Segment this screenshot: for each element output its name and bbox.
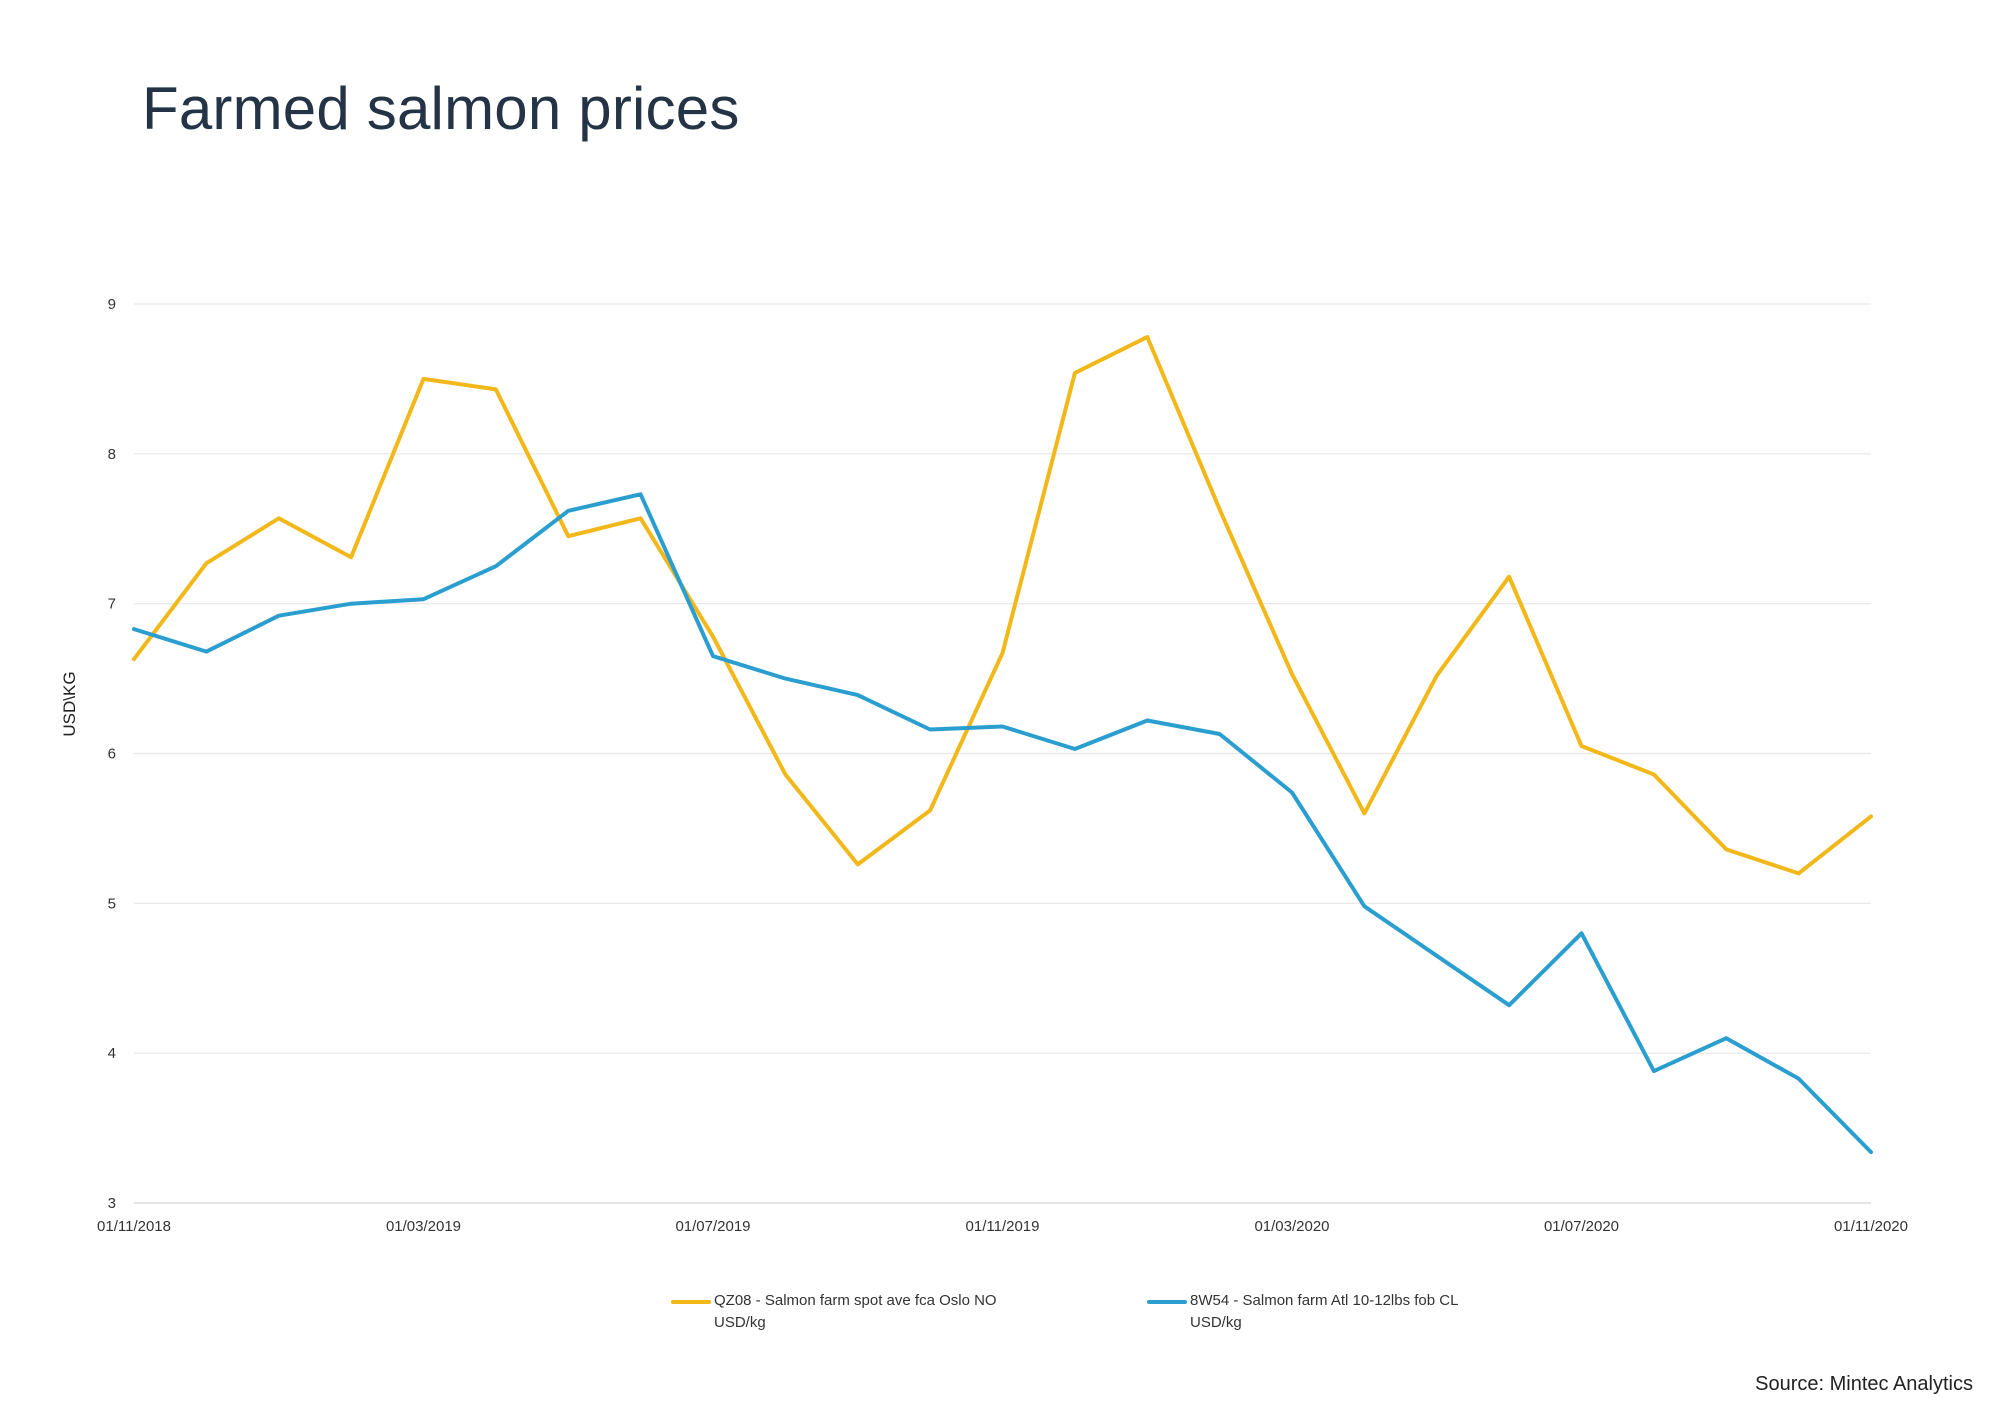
y-tick-label: 3 bbox=[108, 1195, 116, 1212]
y-tick-label: 5 bbox=[108, 895, 116, 912]
legend-label-qz08: QZ08 - Salmon farm spot ave fca Oslo NO … bbox=[714, 1292, 997, 1331]
gridlines bbox=[134, 303, 1871, 1204]
y-axis-title: USD\KG bbox=[60, 671, 79, 736]
source-note: Source: Mintec Analytics bbox=[1755, 1373, 1973, 1395]
series-2 bbox=[132, 492, 1873, 1155]
x-tick-label: 01/11/2019 bbox=[966, 1218, 1040, 1235]
series-lines bbox=[132, 335, 1873, 1155]
page-title: Farmed salmon prices bbox=[142, 75, 740, 142]
x-tick-labels: 01/11/2018 01/03/2019 01/07/2019 01/11/2019… bbox=[97, 1218, 1908, 1235]
x-tick-label: 01/07/2020 bbox=[1544, 1218, 1619, 1235]
x-tick-label: 01/07/2019 bbox=[675, 1218, 750, 1235]
x-tick-label: 01/11/2020 bbox=[1834, 1218, 1908, 1235]
legend-swatch-qz08 bbox=[671, 1300, 711, 1304]
x-tick-label: 01/03/2019 bbox=[386, 1218, 461, 1235]
legend-label-8w54: 8W54 - Salmon farm Atl 10-12lbs fob CL U… bbox=[1190, 1292, 1458, 1331]
legend-item-8w54: 8W54 - Salmon farm Atl 10-12lbs fob CL U… bbox=[1147, 1290, 1510, 1334]
legend-item-qz08: QZ08 - Salmon farm spot ave fca Oslo NO … bbox=[671, 1290, 1034, 1334]
series-line-1 bbox=[132, 335, 1873, 876]
y-tick-label: 6 bbox=[108, 746, 116, 763]
y-tick-label: 7 bbox=[108, 596, 116, 613]
y-tick-labels: 3 4 5 6 7 8 9 bbox=[108, 296, 116, 1212]
y-tick-label: 4 bbox=[108, 1045, 116, 1062]
series-1 bbox=[132, 335, 1873, 876]
y-tick-label: 9 bbox=[108, 296, 116, 313]
x-tick-label: 01/11/2018 bbox=[97, 1218, 171, 1235]
legend: QZ08 - Salmon farm spot ave fca Oslo NO … bbox=[0, 1290, 2000, 1350]
legend-swatch-8w54 bbox=[1147, 1300, 1187, 1304]
x-tick-label: 01/03/2020 bbox=[1254, 1218, 1329, 1235]
y-tick-label: 8 bbox=[108, 446, 116, 463]
